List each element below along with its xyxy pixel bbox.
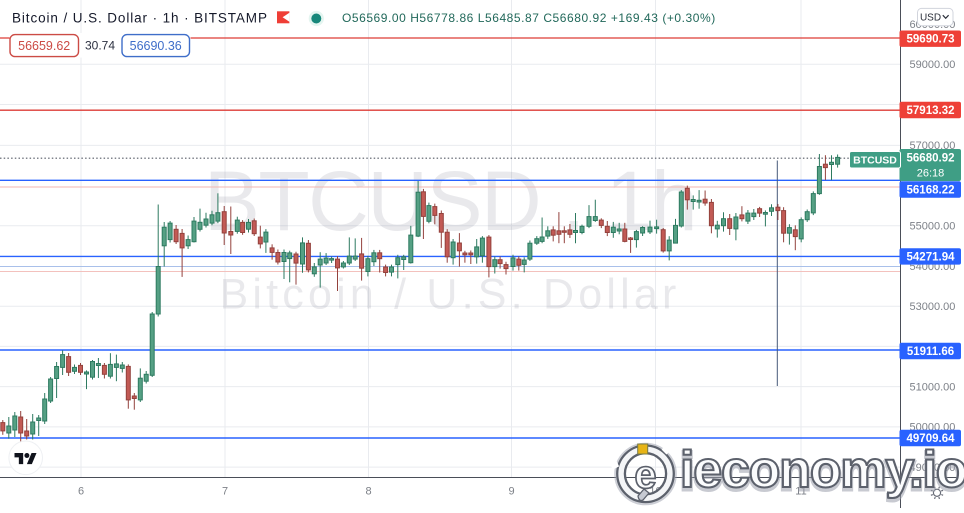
svg-text:26:18: 26:18: [917, 168, 945, 180]
svg-text:56168.22: 56168.22: [907, 185, 955, 197]
svg-text:7: 7: [222, 486, 228, 498]
svg-text:53000.00: 53000.00: [910, 301, 956, 313]
svg-text:56680.92: 56680.92: [907, 153, 955, 165]
svg-text:BTCUSD: BTCUSD: [853, 155, 897, 167]
svg-text:57913.32: 57913.32: [907, 105, 955, 117]
svg-text:59690.73: 59690.73: [907, 34, 955, 46]
svg-text:56690.36: 56690.36: [130, 39, 182, 53]
svg-text:59000.00: 59000.00: [910, 59, 956, 71]
svg-text:8: 8: [365, 486, 371, 498]
svg-text:30.74: 30.74: [85, 39, 115, 53]
svg-text:6: 6: [78, 486, 84, 498]
svg-text:55000.00: 55000.00: [910, 221, 956, 233]
svg-text:56659.62: 56659.62: [18, 39, 70, 53]
svg-text:9: 9: [508, 486, 514, 498]
svg-text:USD: USD: [920, 13, 941, 24]
svg-text:ieconomy.io: ieconomy.io: [680, 441, 964, 499]
svg-text:51000.00: 51000.00: [910, 381, 956, 393]
svg-text:54271.94: 54271.94: [907, 251, 956, 263]
svg-text:51911.66: 51911.66: [907, 346, 954, 358]
svg-text:Bitcoin / U.S. Dollar · 1h · B: Bitcoin / U.S. Dollar · 1h · BITSTAMP: [12, 11, 268, 26]
svg-text:O56569.00 H56778.86 L56485.87: O56569.00 H56778.86 L56485.87 C56680.92 …: [342, 11, 716, 25]
svg-text:Bitcoin / U.S. Dollar: Bitcoin / U.S. Dollar: [220, 271, 681, 319]
